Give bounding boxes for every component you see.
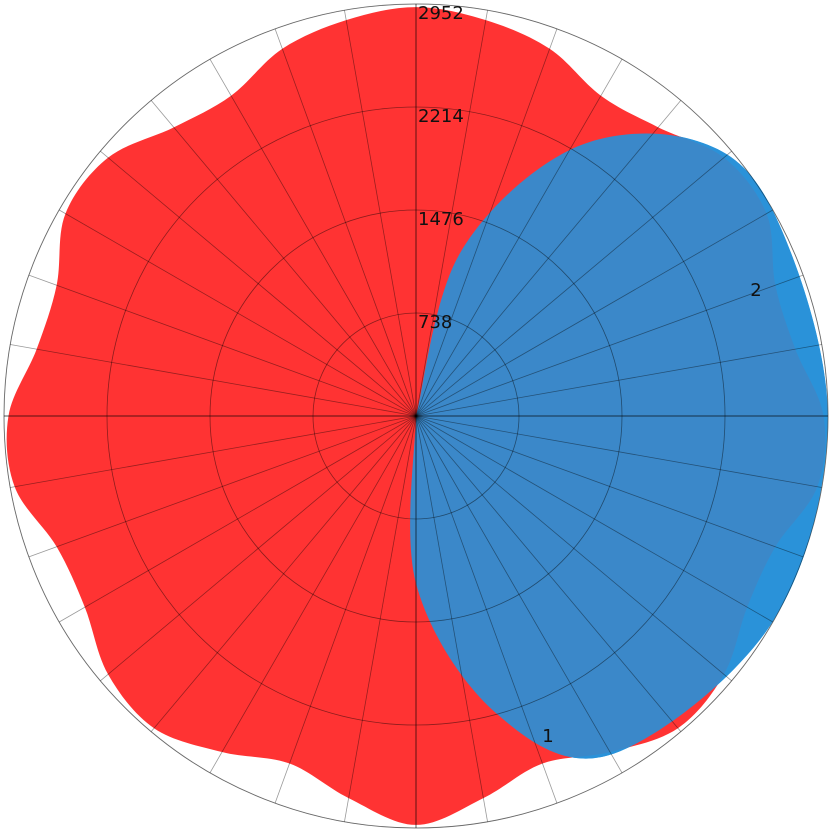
series-1-overlap [410, 133, 828, 759]
overlay-grid [3, 3, 829, 829]
radial-tick-label: 2952 [418, 3, 464, 24]
angular-grid-spoke-17 [415, 415, 558, 804]
angular-grid-spoke-11 [415, 415, 822, 488]
radial-tick-label: 2214 [418, 106, 464, 127]
angular-grid-spoke-14 [415, 415, 732, 682]
angular-grid-spoke-29 [10, 344, 417, 417]
angular-grid-spoke-27 [10, 415, 417, 488]
angular-grid-spoke-5 [415, 100, 682, 417]
radial-tick-label: 738 [418, 312, 452, 333]
angular-grid-spoke-8 [415, 274, 804, 417]
angular-grid-spoke-12 [415, 415, 804, 558]
angular-grid-spoke-23 [150, 415, 417, 732]
angular-grid-spoke-3 [415, 28, 558, 417]
angular-grid-spoke-7 [415, 209, 773, 417]
angular-grid-spoke-13 [415, 415, 773, 623]
series-annotation-1: 1 [542, 726, 553, 747]
angular-grid-spoke-36 [344, 10, 417, 417]
angular-grid-spoke-16 [415, 415, 623, 773]
angular-grid-spoke-34 [209, 58, 417, 417]
labels: 738 1476 2214 2952 1 2 [418, 3, 762, 747]
angular-grid-spoke-9 [415, 344, 822, 417]
angular-grid-spoke-22 [209, 415, 417, 773]
angular-grid-spoke-24 [100, 415, 417, 682]
angular-grid-spoke-32 [100, 150, 417, 417]
angular-grid-spoke-21 [274, 415, 417, 804]
angular-grid-spoke-26 [28, 415, 417, 558]
angular-grid-spoke-25 [58, 415, 417, 623]
angular-grid-spoke-31 [58, 209, 417, 417]
angular-grid-spoke-30 [28, 274, 417, 417]
angular-grid-spoke-4 [415, 58, 623, 417]
angular-grid-spoke-33 [150, 100, 417, 417]
series-annotation-2: 2 [750, 280, 761, 301]
angular-grid-spoke-6 [415, 150, 732, 417]
angular-grid-spoke-2 [415, 10, 488, 417]
radial-tick-label: 1476 [418, 209, 464, 230]
angular-grid-spoke-35 [274, 28, 417, 417]
angular-grid-spoke-15 [415, 415, 682, 732]
angular-grid-spoke-20 [344, 415, 417, 822]
angular-grid-spoke-18 [415, 415, 488, 822]
